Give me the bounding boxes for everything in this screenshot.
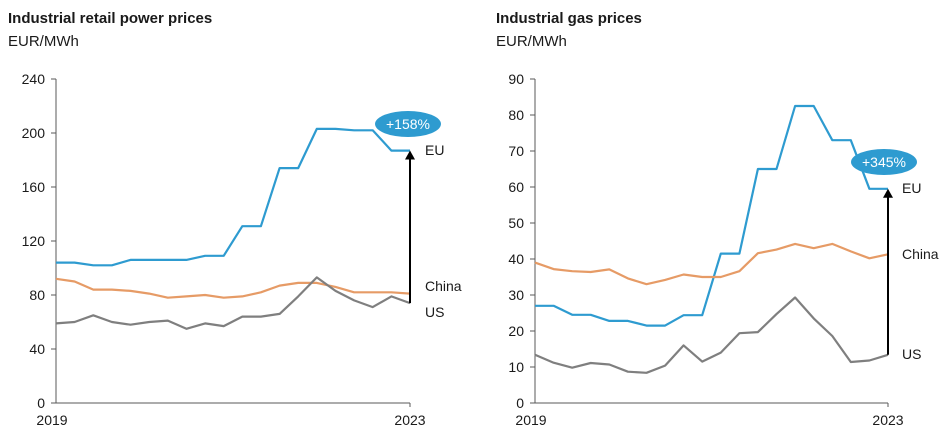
series-label-china: China — [425, 278, 462, 294]
y-tick-label: 240 — [22, 71, 46, 87]
power-chart-unit: EUR/MWh — [8, 33, 79, 50]
x-tick-label-end: 2023 — [394, 412, 425, 428]
series-line-eu — [56, 127, 410, 267]
y-tick-label: 80 — [29, 287, 45, 303]
series-line-us — [55, 276, 411, 330]
y-tick-label: 160 — [22, 179, 46, 195]
series-line-china — [55, 277, 411, 299]
increase-arrow-head — [405, 150, 415, 160]
series-label-eu: EU — [425, 142, 444, 158]
gas-chart-title: Industrial gas prices — [496, 10, 642, 27]
power-chart-title: Industrial retail power prices — [8, 10, 213, 27]
change-callout-label: +158% — [386, 116, 430, 132]
y-tick-label: 0 — [37, 395, 45, 411]
gas-chart-unit: EUR/MWh — [496, 33, 567, 50]
change-callout-bubble — [375, 111, 441, 137]
y-tick-label: 40 — [29, 341, 45, 357]
y-tick-label: 120 — [22, 233, 46, 249]
series-label-us: US — [425, 304, 444, 320]
y-tick-label: 200 — [22, 125, 46, 141]
x-tick-label-start: 2019 — [36, 412, 67, 428]
